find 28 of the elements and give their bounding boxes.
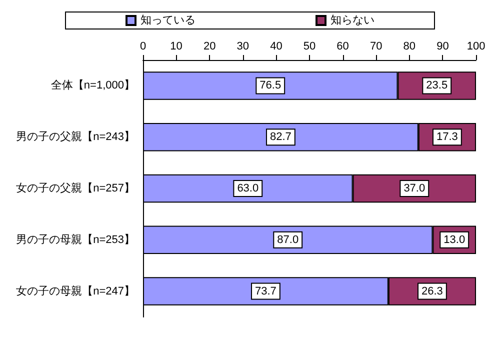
x-tick-label: 0: [140, 40, 146, 52]
data-label: 82.7: [270, 131, 292, 144]
data-label: 87.0: [277, 234, 299, 246]
y-tick-label: 女の子の父親【n=257】: [16, 182, 135, 194]
x-tick-label: 90: [436, 40, 449, 52]
legend-label: 知らない: [330, 14, 374, 26]
y-tick-label: 男の子の母親【n=253】: [16, 232, 135, 246]
x-tick-label: 50: [303, 40, 316, 52]
y-tick-label: 全体【n=1,000】: [50, 78, 135, 92]
x-tick-label: 100: [466, 40, 486, 52]
x-tick-label: 60: [336, 40, 349, 52]
data-label: 63.0: [237, 182, 259, 194]
legend-label: 知っている: [140, 14, 196, 26]
data-label: 73.7: [255, 285, 276, 298]
x-tick-label: 20: [203, 40, 216, 52]
x-tick-label: 80: [403, 40, 416, 52]
data-label: 13.0: [444, 234, 466, 246]
data-label: 37.0: [404, 182, 426, 194]
y-tick-label: 女の子の母親【n=247】: [16, 284, 135, 298]
x-tick-label: 30: [236, 40, 250, 52]
y-tick-label: 男の子の父親【n=243】: [16, 130, 135, 144]
data-label: 26.3: [422, 285, 443, 298]
x-tick-label: 10: [170, 40, 182, 52]
data-label: 76.5: [260, 80, 282, 92]
x-tick-label: 70: [370, 40, 382, 52]
data-label: 17.3: [436, 131, 458, 144]
x-tick-label: 40: [270, 40, 282, 52]
data-label: 23.5: [426, 80, 448, 92]
